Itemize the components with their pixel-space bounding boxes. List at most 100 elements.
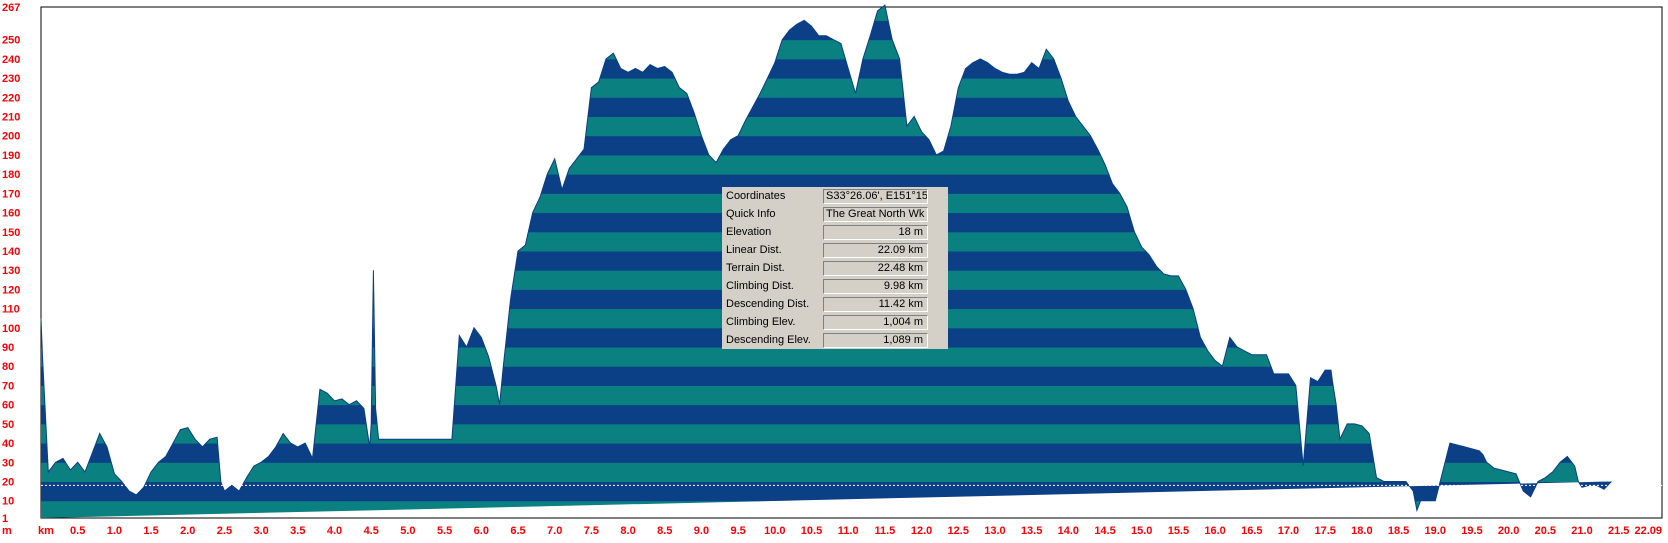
x-tick-label: 1.0 — [107, 525, 122, 537]
x-tick-label: 6.0 — [474, 525, 489, 537]
y-tick-label: 40 — [2, 438, 14, 450]
y-tick-label: 110 — [2, 304, 20, 316]
x-tick-label: 19.5 — [1461, 525, 1482, 537]
y-tick-label: 120 — [2, 284, 20, 296]
x-tick-label: 13.5 — [1021, 525, 1042, 537]
y-tick-label: 250 — [2, 35, 20, 47]
y-tick-label: 10 — [2, 496, 14, 508]
y-tick-label: 230 — [2, 73, 20, 85]
info-row: Climbing Dist. 9.98 km — [722, 278, 948, 296]
x-axis-unit-label: km — [38, 525, 54, 537]
x-tick-label: 3.0 — [253, 525, 268, 537]
x-tick-label: 7.5 — [584, 525, 599, 537]
x-tick-label: 4.5 — [364, 525, 379, 537]
y-tick-label: 190 — [2, 150, 20, 162]
info-label: Coordinates — [726, 190, 786, 202]
info-label: Descending Elev. — [726, 334, 811, 346]
info-label: Linear Dist. — [726, 244, 782, 256]
info-row: Descending Dist. 11.42 km — [722, 296, 948, 314]
y-tick-label: 210 — [2, 112, 20, 124]
info-value: 22.48 km — [823, 261, 928, 276]
x-tick-label: 11.0 — [838, 525, 859, 537]
x-tick-label: 10.0 — [764, 525, 785, 537]
x-tick-label: 17.0 — [1278, 525, 1299, 537]
y-tick-label: 200 — [2, 131, 20, 143]
x-tick-label: 20.0 — [1498, 525, 1519, 537]
info-row: Descending Elev. 1,089 m — [722, 332, 948, 350]
y-tick-label: 267 — [2, 2, 20, 14]
info-label: Descending Dist. — [726, 298, 810, 310]
y-tick-label: 170 — [2, 188, 20, 200]
info-label: Climbing Elev. — [726, 316, 796, 328]
info-row: Coordinates S33°26.06', E151°15.13' — [722, 188, 948, 206]
elevation-band — [41, 462, 1612, 482]
x-tick-label: 14.5 — [1094, 525, 1115, 537]
info-value: 1,089 m — [823, 333, 928, 348]
x-tick-label: 15.5 — [1168, 525, 1189, 537]
elevation-band — [41, 0, 1662, 2]
x-tick-label: 18.0 — [1351, 525, 1372, 537]
x-tick-label: 8.0 — [620, 525, 635, 537]
x-tick-label: 22.09 — [1634, 525, 1662, 537]
y-tick-label: 60 — [2, 400, 14, 412]
x-tick-label: 16.5 — [1241, 525, 1262, 537]
x-tick-label: 1.5 — [143, 525, 158, 537]
x-tick-label: 5.5 — [437, 525, 452, 537]
info-label: Terrain Dist. — [726, 262, 785, 274]
x-axis: 0.5 1.0 1.5 2.0 2.5 3.0 3.5 4.0 4.5 5.0 5.5 6.0 6.5 7… — [70, 525, 1662, 537]
y-tick-label: 30 — [2, 457, 14, 469]
x-tick-label: 2.5 — [217, 525, 232, 537]
y-tick-label: 140 — [2, 246, 20, 258]
y-tick-label: 100 — [2, 323, 20, 335]
y-tick-label: 150 — [2, 227, 20, 239]
x-tick-label: 15.0 — [1131, 525, 1152, 537]
x-tick-label: 16.0 — [1204, 525, 1225, 537]
x-tick-label: 6.5 — [510, 525, 525, 537]
x-tick-label: 8.5 — [657, 525, 672, 537]
elevation-band — [41, 443, 1612, 463]
y-tick-label: 240 — [2, 54, 20, 66]
info-label: Elevation — [726, 226, 772, 238]
x-tick-label: 21.0 — [1571, 525, 1592, 537]
info-label: Quick Info — [726, 208, 776, 220]
y-axis-unit-label: m — [2, 525, 12, 537]
x-tick-label: 9.5 — [730, 525, 745, 537]
y-tick-label: 80 — [2, 361, 14, 373]
x-tick-label: 9.0 — [694, 525, 709, 537]
x-tick-label: 12.0 — [911, 525, 932, 537]
x-tick-label: 11.5 — [874, 525, 895, 537]
x-tick-label: 5.0 — [400, 525, 415, 537]
y-tick-label: 130 — [2, 265, 20, 277]
elevation-profile-line — [40, 4, 1612, 513]
y-tick-label: 20 — [2, 477, 14, 489]
y-tick-label: 50 — [2, 419, 14, 431]
quick-info-panel: Coordinates S33°26.06', E151°15.13' Quick … — [722, 187, 948, 349]
y-tick-label: 70 — [2, 380, 14, 392]
info-row: Climbing Elev. 1,004 m — [722, 314, 948, 332]
x-tick-label: 21.5 — [1608, 525, 1629, 537]
info-value: 1,004 m — [823, 315, 928, 330]
x-tick-label: 19.0 — [1425, 525, 1446, 537]
info-row: Quick Info The Great North Wk — [722, 206, 948, 224]
x-tick-label: 18.5 — [1388, 525, 1409, 537]
info-row: Elevation 18 m — [722, 224, 948, 242]
info-row: Linear Dist. 22.09 km — [722, 242, 948, 260]
y-tick-label: 180 — [2, 169, 20, 181]
info-row: Terrain Dist. 22.48 km — [722, 260, 948, 278]
info-value: 9.98 km — [823, 279, 928, 294]
x-tick-label: 7.0 — [547, 525, 562, 537]
x-tick-label: 13.0 — [984, 525, 1005, 537]
info-value: 11.42 km — [823, 297, 928, 312]
y-tick-label: 220 — [2, 92, 20, 104]
x-tick-label: 20.5 — [1535, 525, 1556, 537]
x-tick-label: 4.0 — [327, 525, 342, 537]
x-tick-label: 17.5 — [1314, 525, 1335, 537]
info-value: 22.09 km — [823, 243, 928, 258]
x-tick-label: 14.0 — [1058, 525, 1079, 537]
y-tick-label: 160 — [2, 208, 20, 220]
y-tick-label: 1 — [2, 513, 8, 525]
y-tick-label: 90 — [2, 342, 14, 354]
info-value: 18 m — [823, 225, 928, 240]
x-tick-label: 0.5 — [70, 525, 85, 537]
